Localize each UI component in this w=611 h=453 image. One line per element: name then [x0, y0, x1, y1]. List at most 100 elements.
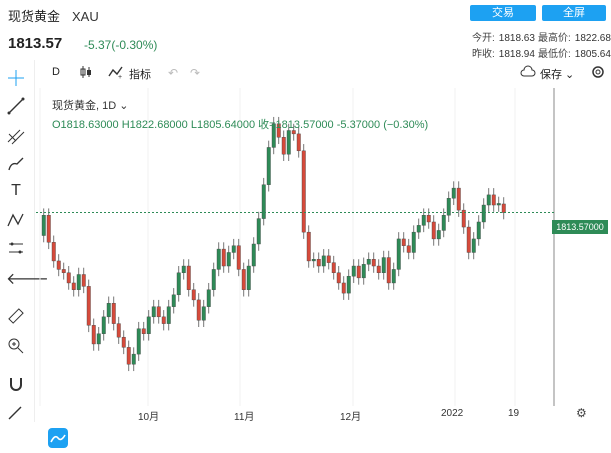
legend-ohlc: O1818.63000 H1822.68000 L1805.64000 收=18…: [52, 119, 429, 131]
lock-drawing-icon[interactable]: [6, 402, 26, 422]
candle-body: [261, 184, 266, 219]
candle-body: [71, 282, 76, 290]
indicators-icon[interactable]: +: [108, 64, 124, 85]
candle-body: [386, 257, 391, 284]
candle-body: [301, 150, 306, 233]
candle-body: [341, 282, 346, 294]
candle-body: [166, 306, 171, 324]
stat-prev-close: 昨收: 1818.94: [472, 49, 535, 60]
candle-body: [276, 123, 281, 138]
candle-body: [361, 264, 366, 279]
interval-selector[interactable]: D: [52, 66, 60, 78]
price-chart[interactable]: [36, 88, 611, 422]
candle-body: [206, 289, 211, 307]
candle-body: [326, 255, 331, 263]
settings-gear-icon[interactable]: [590, 64, 606, 85]
candle-body: [251, 243, 256, 267]
back-arrow-icon[interactable]: 🡐: [6, 271, 49, 288]
candle-body: [451, 187, 456, 199]
pattern-icon[interactable]: [6, 210, 26, 230]
last-price: 1813.57: [8, 35, 63, 52]
candle-body: [246, 265, 251, 290]
candle-body: [221, 248, 226, 267]
indicators-button[interactable]: 指标: [129, 69, 151, 81]
fullscreen-button[interactable]: 全屏: [542, 5, 606, 21]
magnet-icon[interactable]: [6, 374, 26, 394]
candle-body: [411, 231, 416, 253]
candle-body: [76, 274, 81, 290]
candle-body: [131, 353, 136, 365]
candle-body: [346, 275, 351, 294]
candle-body: [336, 272, 341, 284]
candle-body: [396, 238, 401, 270]
candle-body: [171, 294, 176, 307]
trade-button[interactable]: 交易: [470, 5, 536, 21]
instrument-symbol: XAU: [72, 9, 99, 24]
chart-logo-icon: [48, 428, 68, 448]
candle-body: [81, 274, 86, 287]
candle-body: [431, 221, 436, 240]
svg-text:+: +: [118, 74, 122, 80]
candle-body: [471, 238, 476, 253]
candle-body: [146, 316, 151, 334]
x-label-oct: 10月: [138, 412, 160, 423]
candle-body: [416, 225, 421, 233]
candle-body: [126, 347, 131, 365]
candle-body: [476, 221, 481, 240]
instrument-name: 现货黄金: [8, 9, 61, 24]
candle-body: [156, 306, 161, 318]
candle-body: [226, 252, 231, 267]
candle-body: [56, 260, 61, 270]
candle-body: [176, 272, 181, 296]
candle-body: [256, 218, 261, 245]
fib-tool-icon[interactable]: [6, 126, 26, 146]
candle-body: [291, 130, 296, 135]
save-button[interactable]: 保存 ⌄: [540, 69, 575, 81]
candle-body: [316, 259, 321, 267]
candle-body: [51, 242, 56, 262]
candle-body: [201, 306, 206, 321]
candle-body: [216, 248, 221, 270]
candle-body: [196, 299, 201, 321]
stat-high: 最高价: 1822.68: [538, 33, 611, 44]
zoom-in-icon[interactable]: [6, 336, 26, 356]
candle-body: [376, 265, 381, 273]
candle-body: [186, 265, 191, 290]
candle-body: [266, 147, 271, 185]
candle-body: [151, 306, 156, 318]
candle-body: [436, 230, 441, 240]
candle-body: [66, 272, 71, 284]
brush-icon[interactable]: [6, 154, 26, 174]
candle-body: [371, 259, 376, 267]
candle-body: [46, 214, 51, 243]
candle-body: [321, 255, 326, 267]
candle-body: [496, 203, 501, 206]
undo-icon[interactable]: ↶: [168, 66, 179, 80]
candle-body: [286, 130, 291, 155]
candle-body: [86, 286, 91, 326]
stat-low: 最低价: 1805.64: [538, 49, 611, 60]
x-label-19: 19: [508, 408, 520, 419]
candle-body: [241, 269, 246, 290]
measure-icon[interactable]: [6, 238, 26, 258]
candle-body: [141, 328, 146, 334]
candle-type-icon[interactable]: [78, 64, 94, 85]
candle-body: [466, 226, 471, 253]
x-label-2022: 2022: [441, 408, 464, 419]
candle-body: [136, 328, 141, 355]
candle-body: [61, 269, 66, 273]
candle-body: [121, 336, 126, 348]
ruler-icon[interactable]: [6, 306, 26, 326]
candle-body: [236, 245, 241, 270]
candle-body: [311, 259, 316, 262]
candle-body: [446, 198, 451, 216]
axis-settings-gear-icon[interactable]: ⚙: [576, 406, 587, 420]
cloud-save-icon[interactable]: [520, 65, 536, 84]
candle-body: [191, 289, 196, 301]
redo-icon[interactable]: ↷: [190, 66, 201, 80]
crosshair-icon[interactable]: [6, 68, 26, 88]
trend-line-icon[interactable]: [6, 96, 26, 116]
candle-body: [391, 269, 396, 284]
text-tool-icon[interactable]: T: [11, 182, 21, 199]
candle-body: [306, 231, 311, 262]
